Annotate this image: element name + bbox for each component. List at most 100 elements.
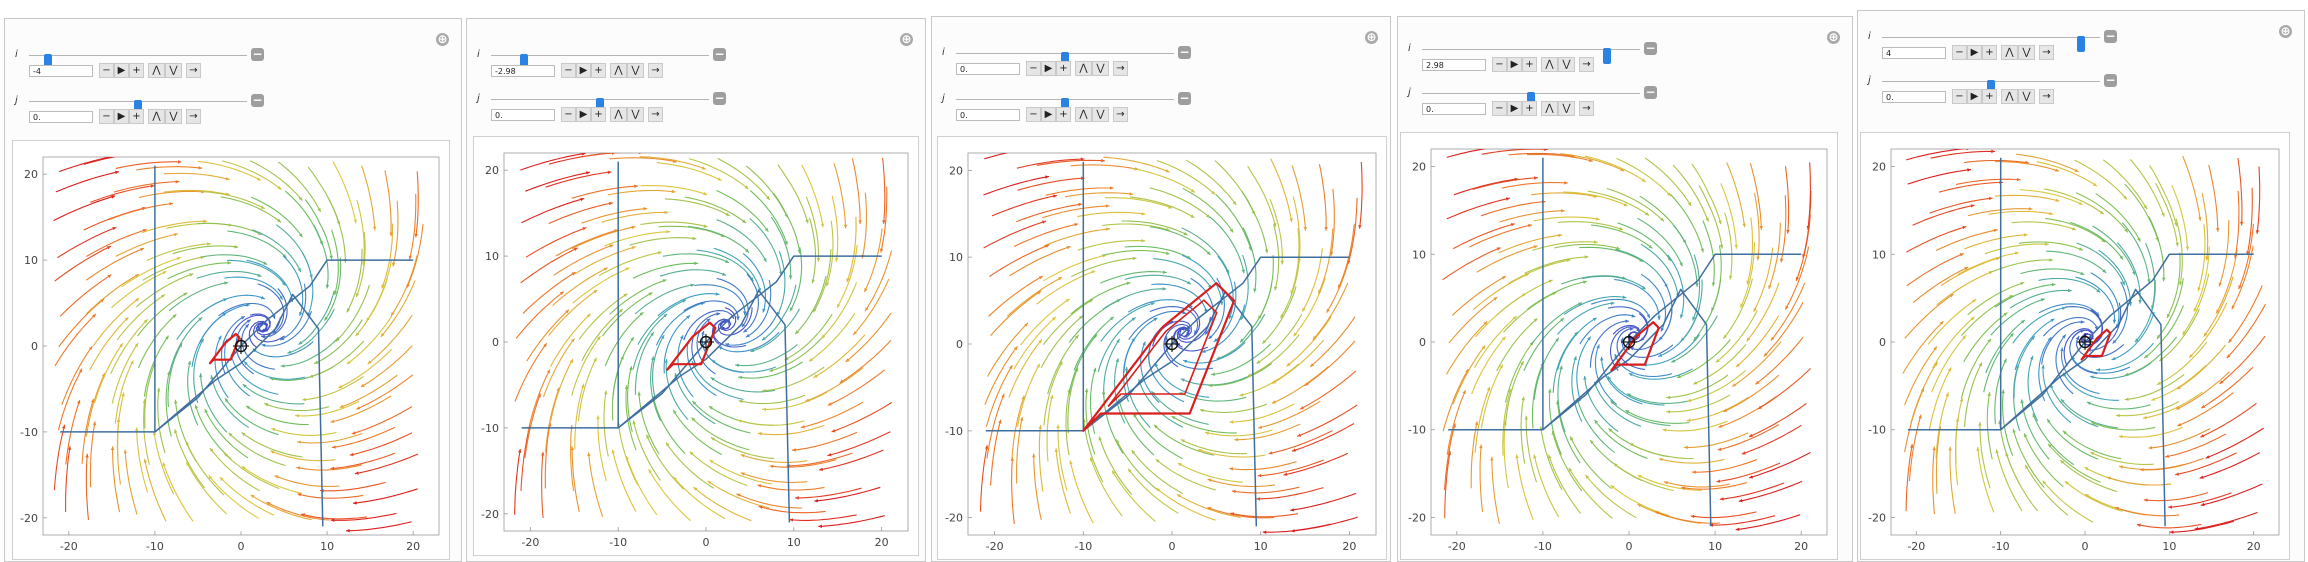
collapse-i-icon[interactable]: − — [713, 47, 726, 61]
i-decrement-button[interactable]: − — [1952, 45, 1967, 60]
j-increment-button[interactable]: + — [1982, 89, 1997, 104]
i-slider-thumb[interactable] — [2077, 36, 2086, 52]
i-slower-button[interactable]: ⋁ — [627, 63, 644, 78]
i-slower-button[interactable]: ⋁ — [165, 63, 182, 78]
i-increment-button[interactable]: + — [129, 63, 144, 78]
j-play-button[interactable]: ▶ — [114, 109, 129, 124]
j-value-field[interactable]: 0. — [956, 109, 1020, 121]
i-slider[interactable] — [491, 54, 709, 70]
add-bookmark-icon[interactable]: ⊕ — [1827, 30, 1840, 44]
i-faster-button[interactable]: ⋀ — [148, 63, 165, 78]
j-slider[interactable] — [29, 100, 247, 116]
i-slower-button[interactable]: ⋁ — [2018, 45, 2035, 60]
i-increment-button[interactable]: + — [591, 63, 606, 78]
i-decrement-button[interactable]: − — [1492, 57, 1507, 72]
j-slower-button[interactable]: ⋁ — [1558, 101, 1575, 116]
i-slider[interactable] — [1422, 48, 1640, 64]
j-value-field[interactable]: 0. — [29, 111, 93, 123]
collapse-j-icon[interactable]: − — [1644, 85, 1657, 99]
i-direction-button[interactable]: → — [186, 63, 201, 78]
i-increment-button[interactable]: + — [1056, 61, 1071, 76]
collapse-j-icon[interactable]: − — [713, 91, 726, 105]
j-value-field[interactable]: 0. — [491, 109, 555, 121]
i-slider[interactable] — [1882, 36, 2100, 52]
i-increment-button[interactable]: + — [1522, 57, 1537, 72]
j-slider-thumb[interactable] — [1527, 92, 1535, 108]
i-play-button[interactable]: ▶ — [1041, 61, 1056, 76]
j-slider-thumb[interactable] — [596, 98, 604, 114]
j-slider-thumb[interactable] — [1987, 80, 1995, 96]
i-value-field[interactable]: 4 — [1882, 47, 1946, 59]
i-slider[interactable] — [29, 54, 247, 70]
i-decrement-button[interactable]: − — [1026, 61, 1041, 76]
j-direction-button[interactable]: → — [648, 107, 663, 122]
i-slider-thumb[interactable] — [43, 54, 52, 70]
j-slider[interactable] — [1882, 80, 2100, 96]
j-direction-button[interactable]: → — [186, 109, 201, 124]
collapse-i-icon[interactable]: − — [2104, 29, 2117, 43]
collapse-j-icon[interactable]: − — [251, 93, 264, 107]
j-slower-button[interactable]: ⋁ — [165, 109, 182, 124]
j-slider[interactable] — [491, 98, 709, 114]
j-slider[interactable] — [1422, 92, 1640, 108]
i-direction-button[interactable]: → — [1579, 57, 1594, 72]
i-play-button[interactable]: ▶ — [576, 63, 591, 78]
i-slower-button[interactable]: ⋁ — [1092, 61, 1109, 76]
j-play-button[interactable]: ▶ — [1967, 89, 1982, 104]
j-increment-button[interactable]: + — [591, 107, 606, 122]
collapse-i-icon[interactable]: − — [1178, 45, 1191, 59]
i-decrement-button[interactable]: − — [99, 63, 114, 78]
collapse-j-icon[interactable]: − — [2104, 73, 2117, 87]
j-play-button[interactable]: ▶ — [576, 107, 591, 122]
i-faster-button[interactable]: ⋀ — [1075, 61, 1092, 76]
j-faster-button[interactable]: ⋀ — [610, 107, 627, 122]
i-faster-button[interactable]: ⋀ — [610, 63, 627, 78]
j-faster-button[interactable]: ⋀ — [1541, 101, 1558, 116]
i-faster-button[interactable]: ⋀ — [2001, 45, 2018, 60]
j-slower-button[interactable]: ⋁ — [1092, 107, 1109, 122]
i-value-field[interactable]: -2.98 — [491, 65, 555, 77]
collapse-j-icon[interactable]: − — [1178, 91, 1191, 105]
i-value-field[interactable]: -4 — [29, 65, 93, 77]
collapse-i-icon[interactable]: − — [251, 47, 264, 61]
i-slider-thumb[interactable] — [1602, 48, 1611, 64]
j-slider[interactable] — [956, 98, 1174, 114]
i-faster-button[interactable]: ⋀ — [1541, 57, 1558, 72]
j-decrement-button[interactable]: − — [99, 109, 114, 124]
j-direction-button[interactable]: → — [1113, 107, 1128, 122]
j-decrement-button[interactable]: − — [1492, 101, 1507, 116]
j-increment-button[interactable]: + — [1056, 107, 1071, 122]
i-value-field[interactable]: 2.98 — [1422, 59, 1486, 71]
i-play-button[interactable]: ▶ — [1507, 57, 1522, 72]
j-value-field[interactable]: 0. — [1882, 91, 1946, 103]
i-slider[interactable] — [956, 52, 1174, 68]
add-bookmark-icon[interactable]: ⊕ — [436, 32, 449, 46]
add-bookmark-icon[interactable]: ⊕ — [2279, 24, 2292, 38]
j-decrement-button[interactable]: − — [561, 107, 576, 122]
j-slower-button[interactable]: ⋁ — [627, 107, 644, 122]
i-value-field[interactable]: 0. — [956, 63, 1020, 75]
add-bookmark-icon[interactable]: ⊕ — [1365, 30, 1378, 44]
add-bookmark-icon[interactable]: ⊕ — [900, 32, 913, 46]
i-decrement-button[interactable]: − — [561, 63, 576, 78]
i-slider-thumb[interactable] — [520, 54, 529, 70]
j-value-field[interactable]: 0. — [1422, 103, 1486, 115]
i-slower-button[interactable]: ⋁ — [1558, 57, 1575, 72]
i-direction-button[interactable]: → — [2039, 45, 2054, 60]
j-faster-button[interactable]: ⋀ — [148, 109, 165, 124]
i-direction-button[interactable]: → — [1113, 61, 1128, 76]
j-decrement-button[interactable]: − — [1952, 89, 1967, 104]
i-play-button[interactable]: ▶ — [1967, 45, 1982, 60]
j-play-button[interactable]: ▶ — [1507, 101, 1522, 116]
j-faster-button[interactable]: ⋀ — [2001, 89, 2018, 104]
j-decrement-button[interactable]: − — [1026, 107, 1041, 122]
j-slider-thumb[interactable] — [134, 100, 142, 116]
i-slider-thumb[interactable] — [1061, 52, 1069, 68]
j-slider-thumb[interactable] — [1061, 98, 1069, 114]
collapse-i-icon[interactable]: − — [1644, 41, 1657, 55]
j-faster-button[interactable]: ⋀ — [1075, 107, 1092, 122]
j-slower-button[interactable]: ⋁ — [2018, 89, 2035, 104]
i-play-button[interactable]: ▶ — [114, 63, 129, 78]
i-increment-button[interactable]: + — [1982, 45, 1997, 60]
j-increment-button[interactable]: + — [129, 109, 144, 124]
